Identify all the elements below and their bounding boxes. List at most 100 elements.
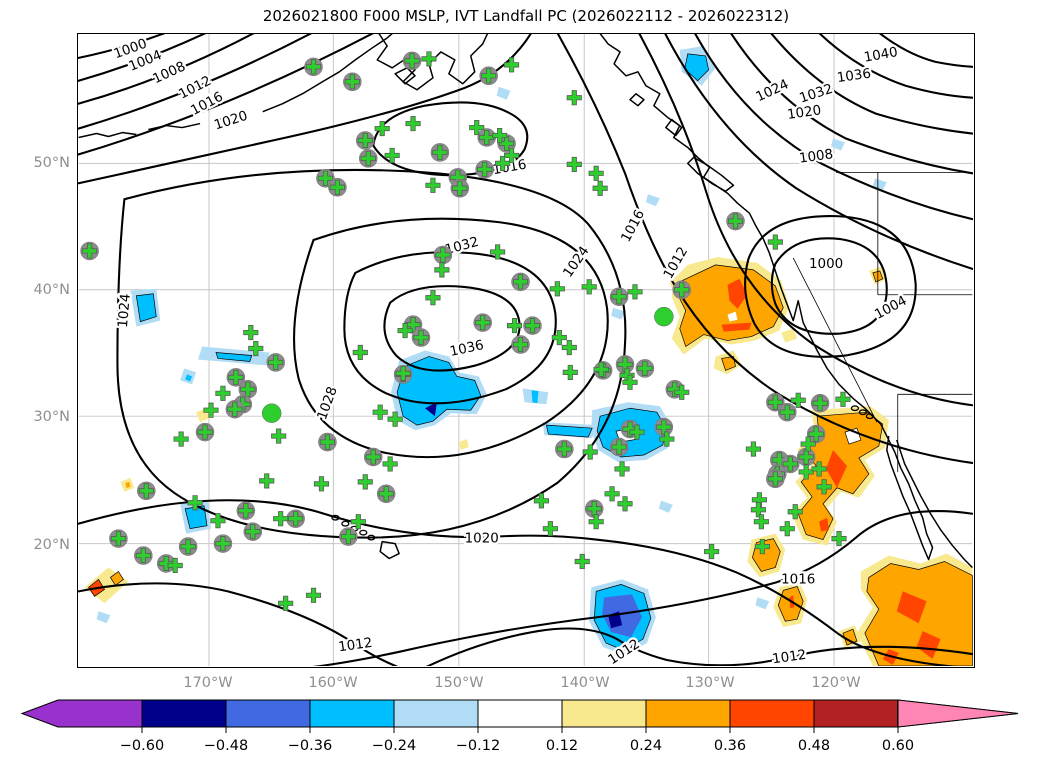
lon-tick-label: 170°W (183, 675, 233, 691)
plus-icon (542, 521, 558, 537)
coastline (376, 34, 489, 91)
mslp-contour (770, 34, 973, 135)
plus-icon (259, 473, 275, 489)
plus-icon (173, 431, 189, 447)
plus-icon (288, 511, 304, 527)
contour-label: 1024 (116, 293, 134, 328)
ivt-shaded-region (872, 178, 887, 191)
plus-icon (180, 539, 196, 555)
colorbar-tick-label: −0.60 (119, 738, 165, 754)
plus-icon (808, 426, 824, 442)
ivt-landfall-marker-plus (533, 493, 549, 509)
plus-icon (622, 374, 638, 390)
ivt-landfall-marker-plus (421, 51, 437, 67)
ivt-landfall-marker-plus (405, 116, 421, 132)
ivt-shaded-region (645, 194, 660, 207)
plus-icon (790, 392, 806, 408)
lat-tick-label: 40°N (33, 282, 70, 298)
lon-tick-label: 130°W (685, 675, 735, 691)
colorbar-segment (813, 699, 899, 728)
plus-icon (138, 483, 154, 499)
coastline (629, 92, 645, 107)
plus-icon (387, 411, 403, 427)
mslp-contour (694, 34, 973, 221)
plus-icon (588, 514, 604, 530)
contour-label: 1040 (863, 45, 899, 66)
island (331, 514, 340, 521)
island (850, 405, 860, 412)
ivt-landfall-marker-plus (167, 557, 183, 574)
ivt-landfall-marker-plus (350, 514, 366, 530)
ivt-landfall-marker-circled-plus (479, 66, 498, 86)
ivt-landfall-marker-circled-plus (511, 272, 530, 292)
colorbar-segment (393, 699, 479, 728)
plus-icon (566, 90, 582, 106)
plus-icon (512, 336, 529, 353)
plus-icon (278, 595, 294, 611)
plus-icon (319, 434, 336, 450)
colorbar-tick-label: −0.12 (455, 738, 501, 754)
plus-icon (674, 384, 690, 400)
colorbar-tick-label: 0.36 (713, 738, 747, 754)
ivt-landfall-marker-circled-plus (672, 280, 692, 300)
colorbar-segment (141, 699, 227, 728)
plus-icon (248, 340, 264, 357)
plus-icon (305, 587, 322, 603)
plus-icon (551, 329, 567, 346)
ivt-landfall-marker-plus (372, 404, 388, 420)
plus-icon (210, 513, 226, 529)
ivt-landfall-marker-circled-plus (433, 245, 453, 265)
ivt-shaded-region (424, 402, 437, 417)
plus-icon (215, 536, 231, 552)
ivt-landfall-marker-plus (566, 156, 582, 172)
ivt-landfall-marker-plus (787, 504, 803, 520)
ivt-shaded-region (215, 352, 253, 362)
plus-icon (352, 344, 368, 361)
mslp-contour (78, 34, 255, 105)
plus-icon (425, 177, 441, 193)
plus-icon (704, 543, 720, 560)
plus-icon (404, 53, 420, 69)
plus-icon (158, 555, 174, 572)
plus-icon (561, 339, 577, 356)
ivt-landfall-marker-circled-plus (225, 399, 245, 419)
ivt-landfall-marker-circled-plus (178, 537, 198, 556)
mslp-contour (292, 217, 609, 459)
ivt-landfall-marker-plus (592, 180, 608, 196)
mslp-contour (638, 34, 973, 407)
plus-icon (110, 531, 126, 547)
ivt-landfall-marker-plus (593, 361, 609, 377)
ivt-landfall-marker-circled-plus (411, 328, 431, 347)
plus-icon (425, 290, 441, 306)
ivt-landfall-marker-plus (187, 495, 203, 511)
ivt-shaded-region (96, 611, 111, 624)
ivt-landfall-marker-circled-plus (226, 368, 246, 387)
ivt-shaded-region (896, 591, 927, 624)
ivt-landfall-marker-plus (659, 431, 675, 447)
ivt-landfall-marker-plus (273, 511, 289, 527)
ivt-shaded-region (727, 278, 748, 309)
contour-label: 1036 (836, 66, 872, 86)
ivt-landfall-marker-circled-plus (318, 432, 337, 452)
coastline (665, 118, 683, 137)
ivt-landfall-marker-plus (374, 120, 390, 137)
ivt-landfall-marker-plus (800, 436, 816, 452)
plus-icon (344, 74, 360, 90)
ivt-landfall-marker-plus (469, 119, 485, 136)
ivt-landfall-marker-plus (504, 57, 520, 73)
ivt-landfall-marker-plus (562, 364, 578, 380)
lon-tick-label: 120°W (811, 675, 861, 691)
ivt-landfall-marker-plus (248, 340, 264, 357)
plus-icon (495, 155, 511, 171)
ivt-landfall-marker-plus (617, 496, 633, 512)
plus-icon (360, 150, 376, 166)
plus-icon (504, 147, 520, 163)
ivt-landfall-marker-plus (604, 486, 620, 502)
ivt-shaded-region (396, 356, 482, 426)
plus-icon (798, 449, 814, 465)
plus-icon (395, 365, 411, 381)
ivt-landfall-marker-circled-plus (328, 178, 347, 197)
plus-icon (549, 281, 565, 297)
plus-icon (506, 318, 523, 334)
mslp-contour (383, 285, 521, 372)
